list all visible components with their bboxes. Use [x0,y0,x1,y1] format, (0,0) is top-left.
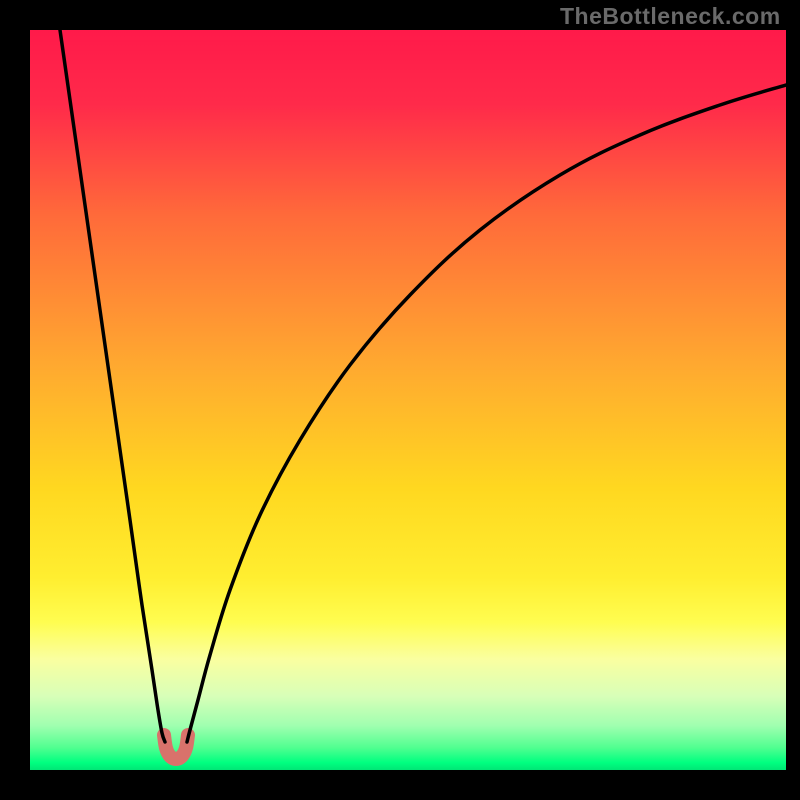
curves-svg [30,30,786,770]
chart-container: TheBottleneck.com [0,0,800,800]
valley-u-marker [164,735,188,759]
right-ascending-curve [187,85,786,742]
watermark-text: TheBottleneck.com [560,3,781,30]
plot-area [30,30,786,770]
left-descending-curve [60,30,165,742]
